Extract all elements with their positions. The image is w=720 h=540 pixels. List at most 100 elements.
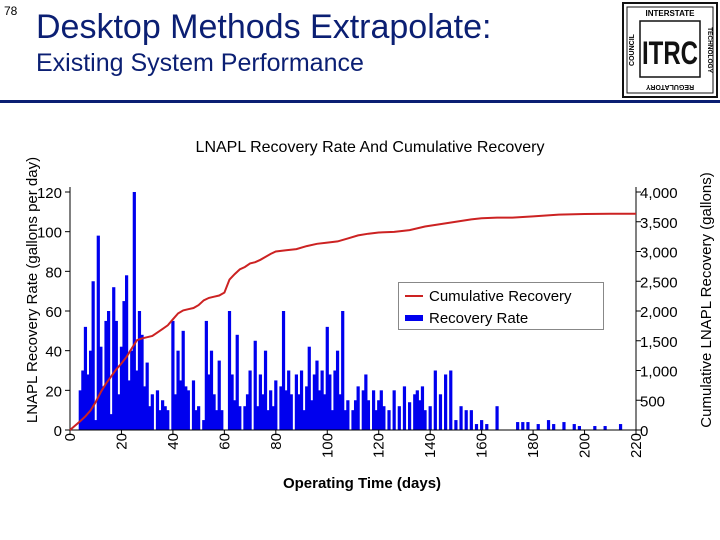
- recovery-rate-bar: [299, 370, 304, 430]
- recovery-rate-bar: [297, 394, 301, 430]
- chart-legend: Cumulative Recovery Recovery Rate: [398, 282, 604, 330]
- recovery-rate-bar: [143, 386, 147, 430]
- recovery-rate-bar: [454, 420, 458, 430]
- recovery-rate-bar: [101, 386, 106, 430]
- y2-tick-label: 3,500: [640, 215, 678, 232]
- recovery-rate-bar: [364, 374, 368, 430]
- recovery-rate-bar: [307, 346, 311, 430]
- recovery-rate-bar: [217, 360, 221, 430]
- x-tick-label: 60: [216, 433, 233, 450]
- recovery-rate-bar: [371, 390, 376, 430]
- recovery-rate-bar: [433, 370, 437, 430]
- recovery-rate-bar: [387, 410, 391, 430]
- recovery-rate-bar: [382, 406, 386, 430]
- recovery-rate-bar: [485, 424, 489, 430]
- recovery-rate-bar: [155, 390, 160, 430]
- y-tick-label: 120: [37, 185, 62, 202]
- recovery-rate-bar: [261, 394, 265, 430]
- recovery-rate-bar: [238, 406, 242, 430]
- x-tick-label: 80: [268, 433, 285, 450]
- recovery-rate-bar: [374, 410, 378, 430]
- recovery-rate-bar: [145, 362, 149, 430]
- recovery-rate-bar: [312, 374, 317, 430]
- recovery-rate-bar: [402, 386, 407, 430]
- recovery-rate-bar: [243, 406, 247, 430]
- y2-tick-label: 3,000: [640, 245, 678, 262]
- recovery-rate-bar: [204, 320, 208, 430]
- recovery-rate-bar: [158, 410, 162, 430]
- slide-number: 78: [4, 4, 18, 18]
- recovery-rate-bar: [135, 370, 139, 430]
- recovery-rate-bar: [83, 326, 88, 430]
- recovery-rate-bar: [536, 424, 540, 430]
- y-tick-label: 20: [45, 383, 62, 400]
- recovery-rate-bar: [516, 422, 520, 430]
- recovery-rate-bar: [305, 386, 309, 430]
- recovery-rate-bar: [464, 410, 468, 430]
- recovery-rate-bar: [245, 394, 250, 430]
- recovery-rate-bar: [106, 311, 111, 430]
- recovery-rate-bar: [78, 390, 82, 430]
- recovery-rate-bar: [361, 390, 365, 430]
- recovery-rate-bar: [346, 400, 350, 430]
- recovery-rate-bar: [420, 386, 425, 430]
- recovery-rate-bar: [253, 340, 257, 430]
- x-tick-label: 0: [62, 433, 79, 441]
- recovery-rate-bar: [317, 390, 322, 430]
- recovery-rate-bar: [212, 394, 216, 430]
- recovery-rate-bar: [91, 281, 95, 430]
- x-tick-label: 180: [525, 433, 542, 458]
- logo-ring-top: INTERSTATE: [645, 9, 695, 18]
- recovery-rate-bar: [258, 374, 262, 430]
- recovery-rate-bar: [320, 370, 324, 430]
- recovery-rate-bar: [469, 410, 473, 430]
- recovery-rate-bar: [377, 400, 381, 430]
- logo-ring-right: TECHNOLOGY: [706, 27, 713, 74]
- recovery-rate-bar: [266, 410, 270, 430]
- logo-ring-bottom: REGULATORY: [646, 83, 694, 90]
- chart-title: LNAPL Recovery Rate And Cumulative Recov…: [196, 139, 545, 156]
- recovery-rate-bar: [202, 420, 206, 430]
- legend-label-cumulative: Cumulative Recovery: [429, 287, 572, 305]
- recovery-rate-bar: [122, 301, 126, 430]
- recovery-rate-bar: [220, 410, 224, 430]
- recovery-rate-bar: [392, 390, 396, 430]
- recovery-rate-bar: [341, 311, 345, 430]
- y2-tick-label: 4,000: [640, 185, 678, 202]
- recovery-rate-bar: [104, 320, 108, 430]
- y-tick-label: 40: [45, 344, 62, 361]
- recovery-rate-bar: [480, 420, 484, 430]
- recovery-rate-bar: [148, 406, 152, 430]
- recovery-rate-bar: [132, 192, 136, 430]
- x-axis-label: Operating Time (days): [283, 475, 441, 492]
- recovery-rate-bar: [302, 410, 306, 430]
- recovery-rate-bar: [140, 334, 144, 430]
- recovery-rate-bar: [572, 424, 576, 430]
- logo-center-box: [639, 20, 701, 78]
- recovery-rate-bar: [248, 370, 252, 430]
- x-tick-label: 220: [628, 433, 645, 458]
- recovery-rate-bar: [215, 410, 219, 430]
- recovery-rate-bar: [171, 320, 175, 430]
- recovery-rate-bar: [294, 374, 298, 430]
- recovery-rate-bar: [166, 410, 170, 430]
- recovery-rate-bar: [88, 350, 93, 430]
- recovery-rate-bar: [353, 400, 358, 430]
- recovery-rate-bar: [444, 374, 448, 430]
- header-divider: [0, 100, 720, 103]
- recovery-rate-bar: [415, 390, 419, 430]
- recovery-rate-bar: [474, 424, 479, 430]
- recovery-rate-bar: [356, 386, 360, 430]
- legend-item-cumulative: Cumulative Recovery: [405, 287, 572, 305]
- recovery-rate-bar: [603, 426, 607, 430]
- recovery-rate-bar: [181, 330, 185, 430]
- recovery-rate-bar: [127, 380, 131, 430]
- recovery-rate-bar: [114, 320, 118, 430]
- recovery-rate-bar: [207, 374, 211, 430]
- x-tick-label: 20: [113, 433, 130, 450]
- recovery-rate-bar: [194, 410, 198, 430]
- recovery-rate-bar: [150, 394, 154, 430]
- recovery-rate-bar: [413, 394, 417, 430]
- y2-tick-label: 0: [640, 423, 648, 440]
- x-tick-label: 200: [577, 433, 594, 458]
